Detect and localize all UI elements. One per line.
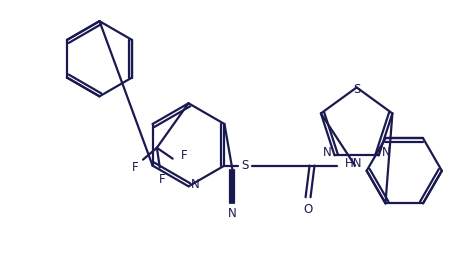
Text: O: O	[303, 203, 312, 216]
Text: N: N	[382, 146, 391, 159]
Text: N: N	[323, 146, 332, 159]
Text: HN: HN	[345, 157, 363, 170]
Text: S: S	[242, 159, 249, 172]
Text: S: S	[353, 83, 360, 96]
Text: F: F	[181, 149, 188, 162]
Text: F: F	[159, 173, 165, 186]
Text: F: F	[132, 161, 138, 174]
Text: N: N	[228, 207, 237, 219]
Text: N: N	[190, 178, 199, 191]
